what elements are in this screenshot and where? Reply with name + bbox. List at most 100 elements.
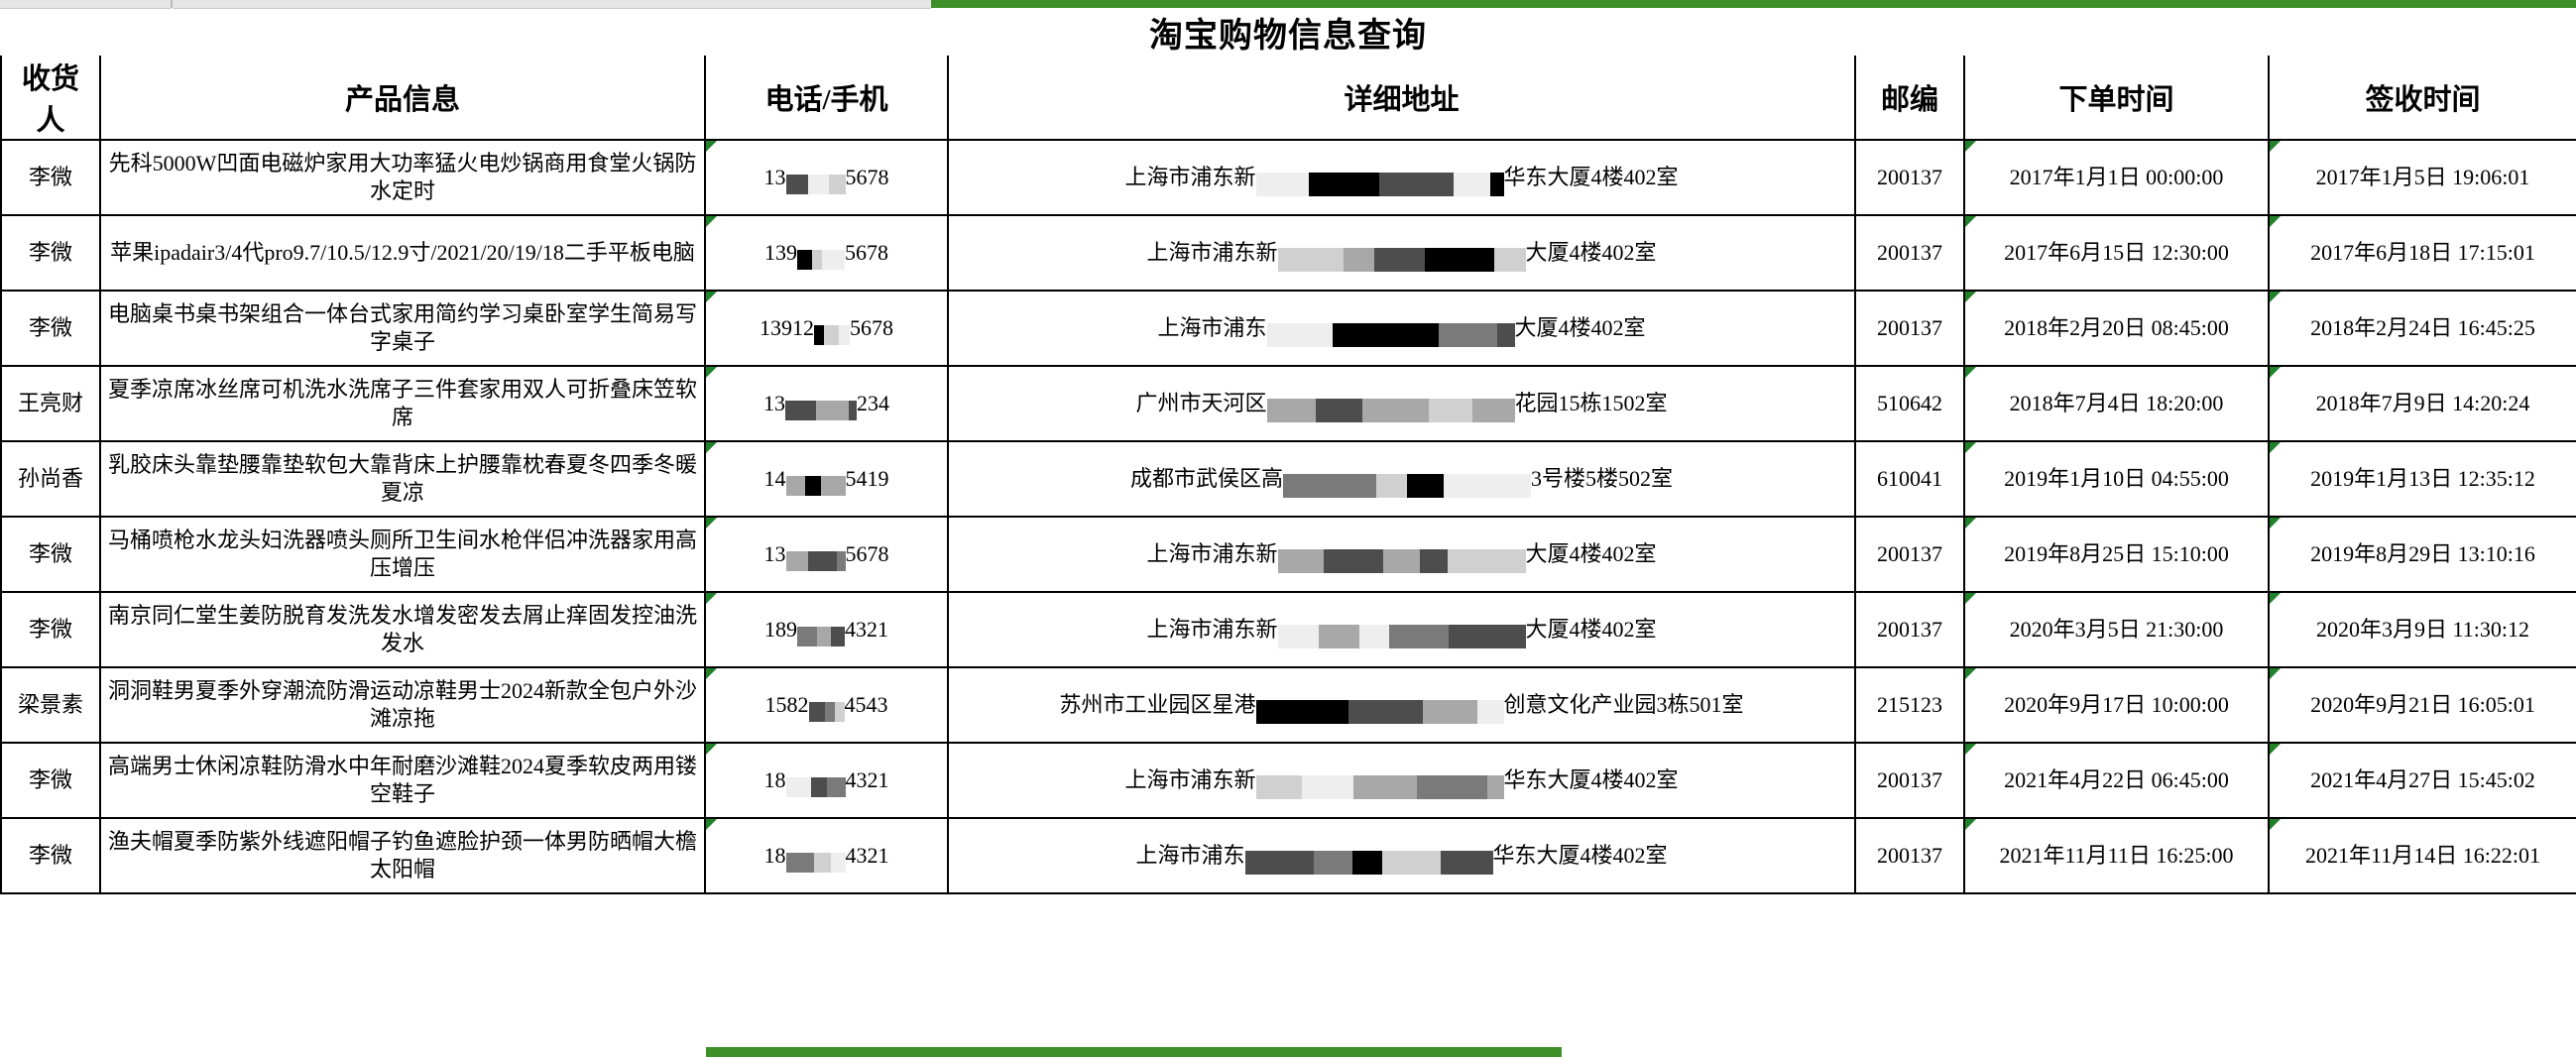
table-row[interactable]: 李微 南京同仁堂生姜防脱育发洗发水增发密发去屑止痒固发控油洗发水 189 4321 上海… [0,591,2576,668]
cell-address[interactable]: 广州市天河区 花园15栋1502室 [947,365,1856,442]
cell-address[interactable]: 上海市浦东新 大厦4楼402室 [947,591,1856,668]
table-row[interactable]: 李微 渔夫帽夏季防紫外线遮阳帽子钓鱼遮脸护颈一体男防晒帽大檐太阳帽 18 4321 上海… [0,817,2576,894]
cell-receive-time[interactable]: 2018年7月9日 14:20:24 [2268,365,2576,442]
redacted-prefix: 广州市天河区 [1135,390,1267,415]
cell-recipient[interactable]: 李微 [0,591,101,668]
cell-address[interactable]: 上海市浦东 华东大厦4楼402室 [947,817,1856,894]
cell-recipient[interactable]: 孙尚香 [0,440,101,518]
cell-order-time[interactable]: 2017年6月15日 12:30:00 [1963,214,2270,292]
table-row[interactable]: 李微 电脑桌书桌书架组合一体台式家用简约学习桌卧室学生简易写字桌子 13912 567… [0,290,2576,367]
comment-corner-icon [2271,368,2281,378]
column-header-phone[interactable]: 电话/手机 [704,56,949,141]
cell-zip[interactable]: 200137 [1854,516,1965,593]
cell-product[interactable]: 高端男士休闲凉鞋防滑水中年耐磨沙滩鞋2024夏季软皮两用镂空鞋子 [99,742,706,819]
table-row[interactable]: 李微 苹果ipadair3/4代pro9.7/10.5/12.9寸/2021/20… [0,214,2576,292]
cell-address[interactable]: 上海市浦东新 华东大厦4楼402室 [947,742,1856,819]
cell-order-time[interactable]: 2018年7月4日 18:20:00 [1963,365,2270,442]
cell-recipient[interactable]: 李微 [0,516,101,593]
cell-recipient[interactable]: 李微 [0,742,101,819]
cell-order-time[interactable]: 2020年3月5日 21:30:00 [1963,591,2270,668]
column-header-address[interactable]: 详细地址 [947,56,1856,141]
cell-address[interactable]: 上海市浦东 大厦4楼402室 [947,290,1856,367]
cell-recipient[interactable]: 梁景素 [0,666,101,744]
cell-product[interactable]: 先科5000W凹面电磁炉家用大功率猛火电炒锅商用食堂火锅防水定时 [99,139,706,216]
cell-phone[interactable]: 13 5678 [704,516,949,593]
cell-zip[interactable]: 215123 [1854,666,1965,744]
cell-receive-time[interactable]: 2019年8月29日 13:10:16 [2268,516,2576,593]
cell-product[interactable]: 电脑桌书桌书架组合一体台式家用简约学习桌卧室学生简易写字桌子 [99,290,706,367]
cell-phone[interactable]: 13 5678 [704,139,949,216]
cell-phone[interactable]: 14 5419 [704,440,949,518]
comment-corner-icon [2271,745,2281,755]
cell-address[interactable]: 上海市浦东新 华东大厦4楼402室 [947,139,1856,216]
cell-receive-time[interactable]: 2021年11月14日 16:22:01 [2268,817,2576,894]
redaction-block [1277,548,1324,573]
redacted-prefix: 13 [763,390,785,415]
table-row[interactable]: 李微 高端男士休闲凉鞋防滑水中年耐磨沙滩鞋2024夏季软皮两用镂空鞋子 18 4321… [0,742,2576,819]
cell-product[interactable]: 夏季凉席冰丝席可机洗水洗席子三件套家用双人可折叠床笠软席 [99,365,706,442]
cell-order-time[interactable]: 2021年4月22日 06:45:00 [1963,742,2270,819]
cell-zip[interactable]: 200137 [1854,214,1965,292]
cell-phone[interactable]: 18 4321 [704,817,949,894]
cell-order-time[interactable]: 2019年1月10日 04:55:00 [1963,440,2270,518]
cell-order-time[interactable]: 2018年2月20日 08:45:00 [1963,290,2270,367]
cell-zip[interactable]: 200137 [1854,742,1965,819]
table-row[interactable]: 孙尚香 乳胶床头靠垫腰靠垫软包大靠背床上护腰靠枕春夏冬四季冬暖夏凉 14 5419 成都… [0,440,2576,518]
cell-receive-time[interactable]: 2017年6月18日 17:15:01 [2268,214,2576,292]
cell-phone[interactable]: 139 5678 [704,214,949,292]
cell-receive-time[interactable]: 2020年9月21日 16:05:01 [2268,666,2576,744]
cell-recipient[interactable]: 李微 [0,290,101,367]
cell-order-time[interactable]: 2021年11月11日 16:25:00 [1963,817,2270,894]
cell-zip[interactable]: 200137 [1854,817,1965,894]
cell-zip[interactable]: 200137 [1854,139,1965,216]
column-header-order-time[interactable]: 下单时间 [1963,56,2270,141]
cell-receive-time[interactable]: 2017年1月5日 19:06:01 [2268,139,2576,216]
cell-receive-time[interactable]: 2020年3月9日 11:30:12 [2268,591,2576,668]
table-row[interactable]: 王亮财 夏季凉席冰丝席可机洗水洗席子三件套家用双人可折叠床笠软席 13 234 广州市天… [0,365,2576,442]
cell-receive-time[interactable]: 2018年2月24日 16:45:25 [2268,290,2576,367]
redaction-block [836,550,846,571]
redaction-block [785,475,805,496]
redacted-text: 上海市浦东新 大厦4楼402室 [1146,540,1657,573]
comment-corner-icon [707,519,717,528]
table-row[interactable]: 李微 先科5000W凹面电磁炉家用大功率猛火电炒锅商用食堂火锅防水定时 13 5678… [0,139,2576,216]
cell-zip[interactable]: 200137 [1854,290,1965,367]
cell-product[interactable]: 马桶喷枪水龙头妇洗器喷头厕所卫生间水枪伴侣冲洗器家用高压增压 [99,516,706,593]
cell-product[interactable]: 苹果ipadair3/4代pro9.7/10.5/12.9寸/2021/20/1… [99,214,706,292]
cell-order-time[interactable]: 2017年1月1日 00:00:00 [1963,139,2270,216]
redaction-block [1416,774,1487,799]
redaction-block [804,475,821,496]
cell-address[interactable]: 成都市武侯区高 3号楼5楼502室 [947,440,1856,518]
cell-address[interactable]: 上海市浦东新 大厦4楼402室 [947,214,1856,292]
cell-receive-time[interactable]: 2019年1月13日 12:35:12 [2268,440,2576,518]
cell-product[interactable]: 乳胶床头靠垫腰靠垫软包大靠背床上护腰靠枕春夏冬四季冬暖夏凉 [99,440,706,518]
cell-address[interactable]: 苏州市工业园区星港 创意文化产业园3栋501室 [947,666,1856,744]
cell-zip[interactable]: 510642 [1854,365,1965,442]
cell-address[interactable]: 上海市浦东新 大厦4楼402室 [947,516,1856,593]
cell-recipient[interactable]: 李微 [0,139,101,216]
column-header-receive-time[interactable]: 签收时间 [2268,56,2576,141]
cell-zip[interactable]: 200137 [1854,591,1965,668]
cell-product[interactable]: 渔夫帽夏季防紫外线遮阳帽子钓鱼遮脸护颈一体男防晒帽大檐太阳帽 [99,817,706,894]
cell-phone[interactable]: 189 4321 [704,591,949,668]
column-header-recipient[interactable]: 收货人 [0,56,101,141]
cell-recipient[interactable]: 李微 [0,214,101,292]
cell-order-time[interactable]: 2020年9月17日 10:00:00 [1963,666,2270,744]
cell-product[interactable]: 南京同仁堂生姜防脱育发洗发水增发密发去屑止痒固发控油洗发水 [99,591,706,668]
table-row[interactable]: 梁景素 洞洞鞋男夏季外穿潮流防滑运动凉鞋男士2024新款全包户外沙滩凉拖 1582 4… [0,666,2576,744]
cell-recipient[interactable]: 王亮财 [0,365,101,442]
cell-phone[interactable]: 1582 4543 [704,666,949,744]
column-header-zip[interactable]: 邮编 [1854,56,1965,141]
cell-order-time[interactable]: 2019年8月25日 15:10:00 [1963,516,2270,593]
table-row[interactable]: 李微 马桶喷枪水龙头妇洗器喷头厕所卫生间水枪伴侣冲洗器家用高压增压 13 5678 上海… [0,516,2576,593]
redaction-block [1277,624,1319,648]
cell-zip[interactable]: 610041 [1854,440,1965,518]
cell-recipient[interactable]: 李微 [0,817,101,894]
cell-phone[interactable]: 13 234 [704,365,949,442]
column-header-product[interactable]: 产品信息 [99,56,706,141]
cell-phone[interactable]: 18 4321 [704,742,949,819]
comment-corner-icon [2271,519,2281,528]
cell-product[interactable]: 洞洞鞋男夏季外穿潮流防滑运动凉鞋男士2024新款全包户外沙滩凉拖 [99,666,706,744]
cell-receive-time[interactable]: 2021年4月27日 15:45:02 [2268,742,2576,819]
cell-phone[interactable]: 13912 5678 [704,290,949,367]
